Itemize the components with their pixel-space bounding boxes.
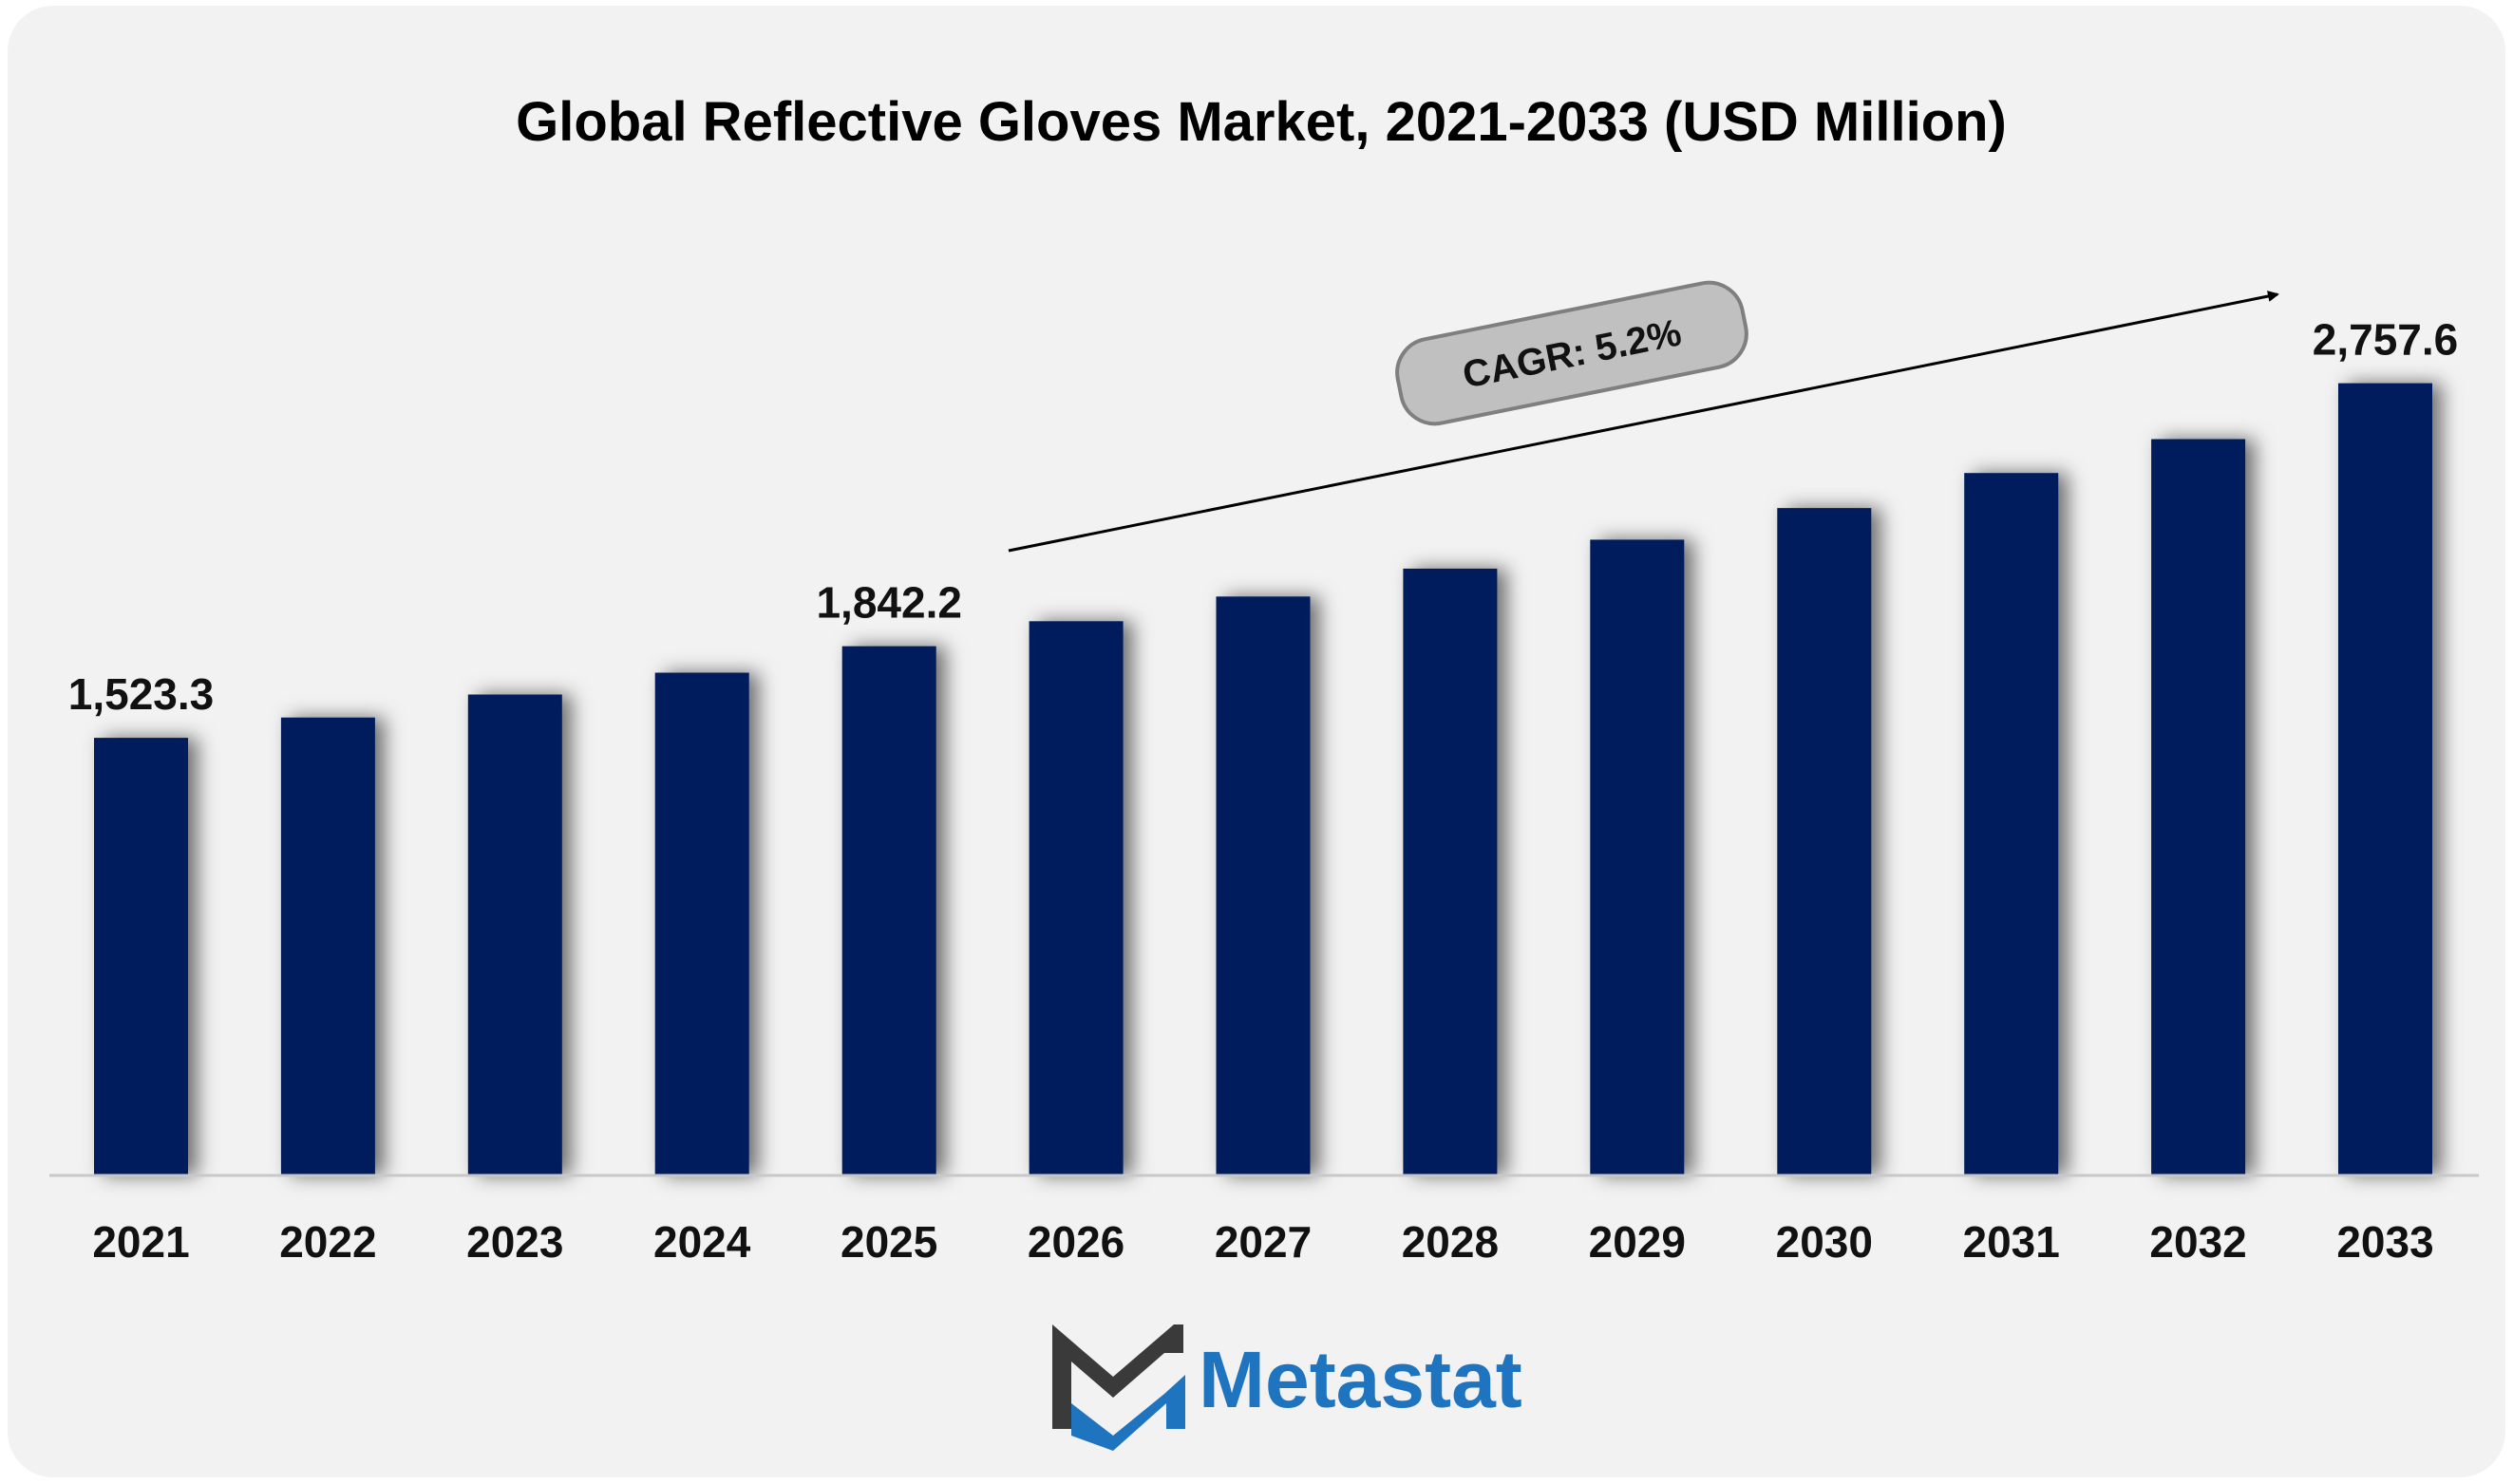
metastat-logo: Metastat — [1052, 1324, 1522, 1451]
cagr-arrow — [1008, 291, 2279, 553]
x-tick-label-2021: 2021 — [92, 1217, 189, 1267]
bar-2022 — [280, 717, 375, 1175]
x-tick-label-2026: 2026 — [1028, 1217, 1124, 1267]
x-tick-label-2027: 2027 — [1215, 1217, 1312, 1267]
x-tick-label-2029: 2029 — [1589, 1217, 1686, 1267]
bar-2028 — [1403, 568, 1498, 1175]
x-tick-label-2025: 2025 — [841, 1217, 937, 1267]
bar-2031 — [1964, 473, 2059, 1175]
metastat-m-mark-icon — [1052, 1324, 1185, 1451]
x-tick-label-2023: 2023 — [466, 1217, 563, 1267]
cagr-badge — [1395, 280, 1748, 426]
x-tick-label-2024: 2024 — [653, 1217, 751, 1267]
data-label-2033: 2,757.6 — [2313, 315, 2458, 365]
bar-2021 — [94, 738, 188, 1175]
bar-2025 — [841, 646, 936, 1175]
bar-2032 — [2151, 439, 2246, 1175]
x-tick-label-2033: 2033 — [2336, 1217, 2433, 1267]
bars-layer — [94, 383, 2432, 1176]
x-tick-label-2031: 2031 — [1963, 1217, 2060, 1267]
bar-2033 — [2338, 383, 2432, 1176]
chart-title: Global Reflective Gloves Market, 2021-20… — [516, 91, 2007, 153]
x-tick-label-2022: 2022 — [279, 1217, 376, 1267]
cagr-annotation: CAGR: 5.2% — [1008, 280, 2279, 553]
data-label-2021: 1,523.3 — [68, 669, 214, 719]
bar-2024 — [654, 672, 749, 1175]
bar-2023 — [467, 694, 562, 1175]
brand-name: Metastat — [1199, 1335, 1522, 1424]
bar-2029 — [1590, 539, 1685, 1175]
x-tick-label-2030: 2030 — [1776, 1217, 1873, 1267]
bar-2027 — [1216, 596, 1311, 1175]
bar-2030 — [1777, 508, 1872, 1175]
x-tick-label-2028: 2028 — [1402, 1217, 1499, 1267]
bar-2026 — [1029, 621, 1124, 1175]
data-labels: 1,523.3 1,842.2 2,757.6 — [68, 315, 2458, 719]
x-tick-label-2032: 2032 — [2149, 1217, 2246, 1267]
data-label-2025: 1,842.2 — [816, 578, 961, 628]
x-tick-labels: 2021 2022 2023 2024 2025 2026 2027 2028 2029 2030… — [92, 1217, 2433, 1267]
